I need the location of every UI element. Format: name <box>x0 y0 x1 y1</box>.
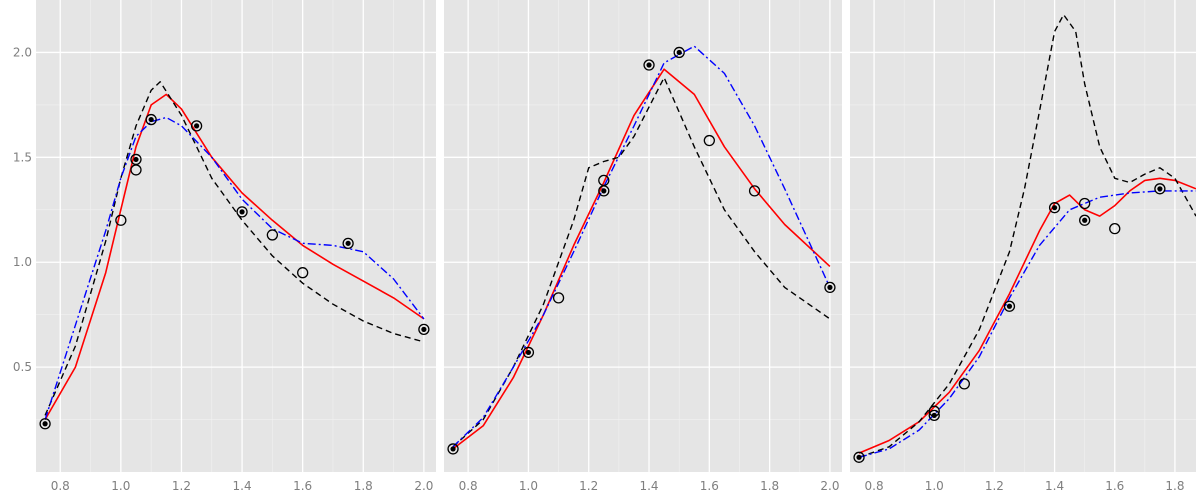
data-point-filled <box>601 188 607 194</box>
data-point-open <box>266 229 279 241</box>
data-point-filled <box>931 412 937 418</box>
data-point-filled-ring <box>1154 183 1166 195</box>
data-point-filled-ring <box>643 59 655 71</box>
panel-3: 0.8 1.0 1.2 1.4 1.6 1.8 <box>850 0 1196 492</box>
data-point-filled <box>1157 186 1163 192</box>
data-point-filled-ring <box>1048 202 1061 214</box>
x-tick-label: 1.2 <box>172 479 191 492</box>
data-point-filled <box>148 116 154 123</box>
data-point-filled <box>42 421 48 427</box>
data-point-filled-ring <box>418 323 430 336</box>
x-tick-label: 1.0 <box>111 479 130 492</box>
y-tick-label: 1.0 <box>13 255 32 269</box>
data-point-filled-ring <box>853 451 865 463</box>
data-point-filled-ring <box>673 46 685 59</box>
data-point-open <box>297 267 309 279</box>
data-point-filled <box>827 284 833 290</box>
data-point-filled-ring <box>447 443 459 455</box>
data-point-filled <box>646 62 652 68</box>
data-point-open <box>748 185 761 197</box>
data-point-filled-ring <box>236 206 248 218</box>
data-point-filled-ring <box>824 281 836 294</box>
y-tick-label: 0.5 <box>13 360 32 374</box>
x-tick-label: 1.6 <box>1105 479 1124 492</box>
panel-background <box>850 0 1196 472</box>
series-line-solid <box>858 177 1196 454</box>
data-point-filled <box>345 240 351 246</box>
y-tick-label: 1.5 <box>13 150 32 164</box>
series-line-dashed <box>452 76 831 448</box>
data-point-filled <box>856 454 862 460</box>
data-point-filled <box>239 209 245 215</box>
series-line-dotdash <box>452 45 831 448</box>
panel-background <box>444 0 842 472</box>
data-point-filled <box>133 156 139 163</box>
data-point-open <box>1109 223 1121 235</box>
y-tick-label: 2.0 <box>13 45 32 59</box>
data-point-filled-ring <box>39 418 51 430</box>
data-point-filled-ring <box>130 153 142 166</box>
data-point-filled-ring <box>598 185 610 197</box>
data-point-filled-ring <box>145 113 157 126</box>
data-point-filled <box>676 49 682 56</box>
x-tick-label: 1.4 <box>233 479 252 492</box>
data-point-open <box>115 214 127 226</box>
series-line-dotdash <box>44 116 425 420</box>
data-point-open <box>958 378 970 390</box>
x-tick-label: 0.8 <box>51 479 70 492</box>
x-tick-label: 2.0 <box>820 479 839 492</box>
x-tick-label: 1.2 <box>985 479 1004 492</box>
x-tick-label: 1.8 <box>1165 479 1184 492</box>
series-line-dotdash <box>858 190 1196 458</box>
x-tick-label: 1.6 <box>293 479 312 492</box>
x-tick-label: 1.4 <box>1045 479 1064 492</box>
data-point-filled <box>1082 217 1088 223</box>
data-point-filled <box>525 349 532 356</box>
series-line-solid <box>452 68 831 450</box>
data-point-filled <box>1006 303 1013 309</box>
panel-1: 0.8 1.0 1.2 1.4 1.6 1.8 2.0 0.5 1.0 1.5 2.0 <box>13 0 436 492</box>
x-tick-label: 1.0 <box>925 479 944 492</box>
x-tick-label: 0.8 <box>459 479 478 492</box>
x-tick-label: 0.8 <box>865 479 884 492</box>
x-tick-label: 1.6 <box>700 479 719 492</box>
data-point-filled-ring <box>1003 300 1016 312</box>
x-tick-label: 1.4 <box>639 479 658 492</box>
data-point-open <box>552 292 565 304</box>
data-point-filled <box>421 326 427 332</box>
data-point-filled <box>1051 205 1058 211</box>
x-tick-label: 1.2 <box>579 479 598 492</box>
data-point-open <box>1079 197 1091 210</box>
x-tick-label: 1.8 <box>354 479 373 492</box>
data-point-filled-ring <box>928 409 940 422</box>
series-line-solid <box>44 93 425 420</box>
data-point-filled-ring <box>522 346 535 359</box>
data-point-filled-ring <box>1079 214 1091 226</box>
data-point-filled-ring <box>190 120 203 132</box>
data-point-filled <box>194 123 200 129</box>
x-tick-label: 2.0 <box>414 479 433 492</box>
series-line-dashed <box>858 14 1196 458</box>
data-point-filled <box>450 446 456 452</box>
panel-2: 0.8 1.0 1.2 1.4 1.6 1.8 2.0 <box>444 0 842 492</box>
x-tick-label: 1.0 <box>519 479 538 492</box>
data-point-filled-ring <box>342 237 354 249</box>
data-point-open <box>703 134 715 147</box>
x-tick-label: 1.8 <box>760 479 779 492</box>
panel-background <box>36 0 436 472</box>
